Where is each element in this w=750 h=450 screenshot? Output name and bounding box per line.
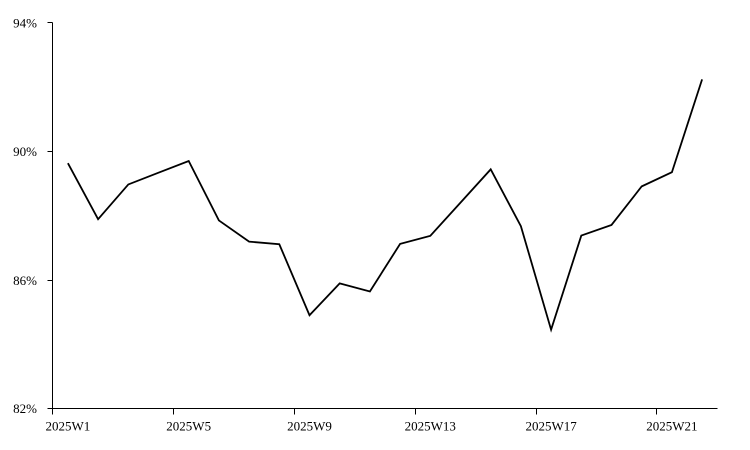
svg-text:2025W17: 2025W17 <box>525 419 577 434</box>
svg-text:90%: 90% <box>13 144 37 159</box>
svg-text:82%: 82% <box>13 401 37 416</box>
svg-text:2025W9: 2025W9 <box>287 419 332 434</box>
svg-text:2025W1: 2025W1 <box>46 419 91 434</box>
svg-text:86%: 86% <box>13 273 37 288</box>
svg-text:94%: 94% <box>13 16 37 31</box>
svg-text:2025W5: 2025W5 <box>166 419 211 434</box>
svg-text:2025W13: 2025W13 <box>405 419 456 434</box>
svg-text:2025W21: 2025W21 <box>646 419 697 434</box>
